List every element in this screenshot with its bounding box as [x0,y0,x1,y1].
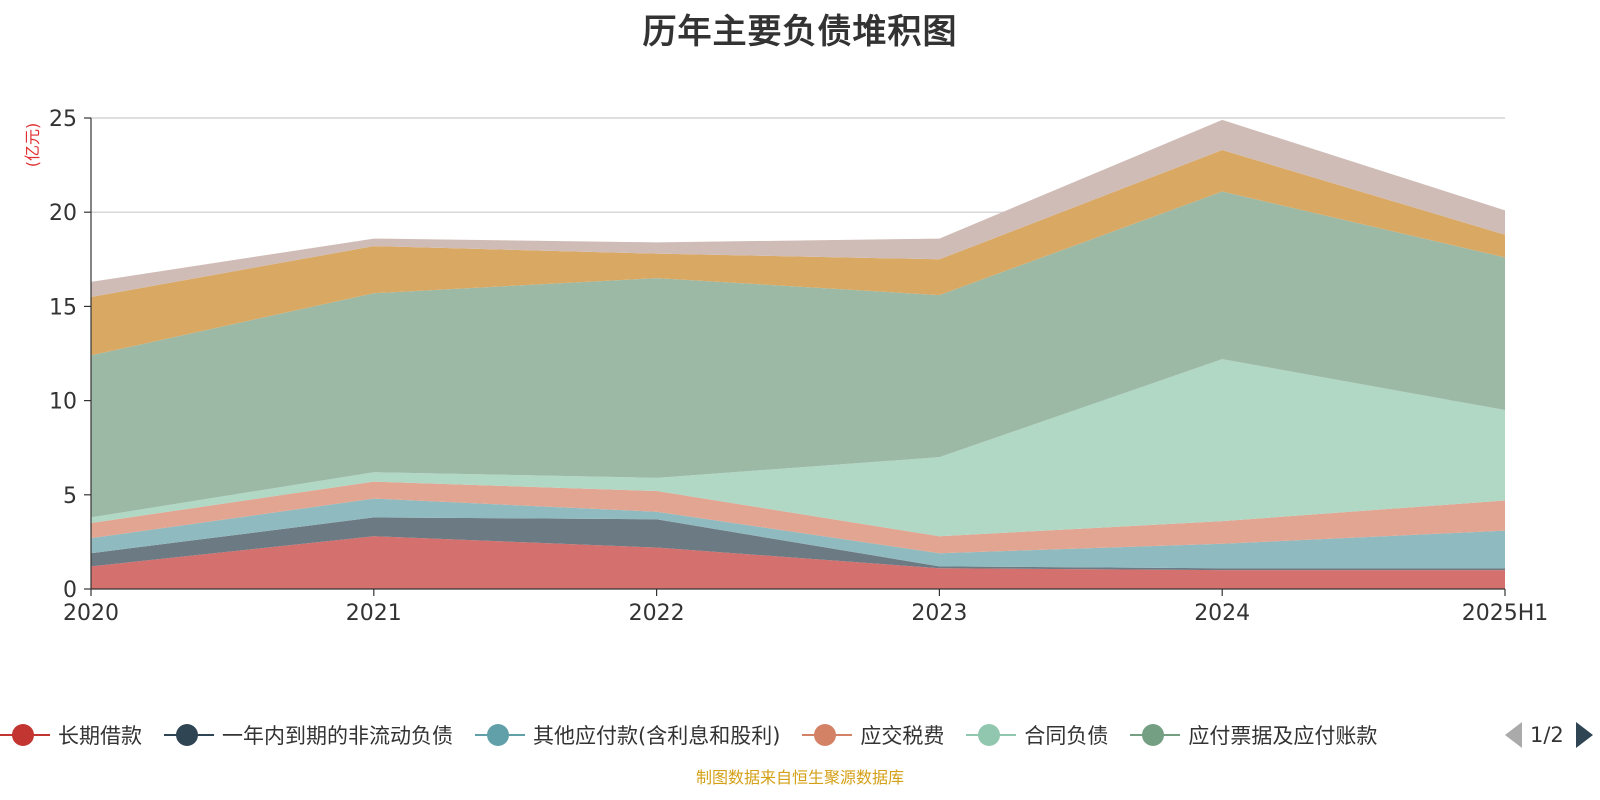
y-tick-label: 10 [49,390,77,415]
legend-label: 长期借款 [58,724,142,748]
area-series-1[interactable] [91,536,1505,589]
stacked-area-chart: 0 5 10 15 20 25 2020 2021 2022 2023 2024 2025H1 [49,107,1548,626]
legend-label: 其他应付款(含利息和股利) [533,724,781,748]
legend-items: 长期借款 一年内到期的非流动负债 其他应付款(含利息和股利) 应交税费 合同负债 应付票据… [0,718,1500,752]
area-series-layer [91,119,1505,589]
legend-marker-icon [0,722,50,748]
chart-title: 历年主要负债堆积图 [642,12,958,52]
legend-marker-icon [966,722,1017,748]
legend-page-indicator: 1/2 [1530,723,1564,747]
y-tick-label: 15 [49,295,77,320]
area-series-7[interactable] [91,150,1505,356]
legend-pager: 1/2 [1505,718,1593,752]
legend-marker-icon [475,722,525,748]
legend-item-2[interactable]: 一年内到期的非流动负债 [164,720,453,750]
legend-item-3[interactable]: 其他应付款(含利息和股利) [475,720,780,750]
legend-marker-icon [164,722,214,748]
legend-next-page-icon[interactable] [1575,722,1593,748]
x-tick-label: 2021 [346,601,402,626]
legend: 长期借款 一年内到期的非流动负债 其他应付款(含利息和股利) 应交税费 合同负债 应付票据… [0,718,1500,752]
legend-item-4[interactable]: 应交税费 [802,720,944,750]
legend-label: 应付票据及应付账款 [1188,724,1378,748]
area-series-2[interactable] [91,517,1505,571]
legend-item-6[interactable]: 应付票据及应付账款 [1130,720,1377,750]
legend-label: 应交税费 [860,724,945,748]
legend-item-1[interactable]: 长期借款 [0,720,142,750]
area-series-3[interactable] [91,498,1505,569]
area-series-6[interactable] [91,191,1505,518]
y-tick-label: 25 [49,107,77,132]
legend-prev-page-icon[interactable] [1505,722,1522,748]
area-series-8[interactable] [91,119,1505,297]
y-tick-label: 20 [49,201,77,226]
legend-marker-icon [1130,722,1181,748]
axes: 0 5 10 15 20 25 2020 2021 2022 2023 2024 2025H1 [49,107,1548,626]
legend-item-5[interactable]: 合同负债 [966,720,1108,750]
x-tick-label: 2025H1 [1462,601,1549,626]
source-note: 制图数据来自恒生聚源数据库 [695,768,904,787]
x-tick-label: 2023 [911,601,967,626]
x-tick-label: 2024 [1194,601,1250,626]
legend-label: 一年内到期的非流动负债 [222,724,453,748]
legend-marker-icon [802,722,853,748]
area-series-4[interactable] [91,481,1505,554]
area-series-5[interactable] [91,359,1505,537]
y-tick-label: 5 [63,484,77,509]
y-tick-label: 0 [63,578,77,603]
legend-label: 合同负债 [1024,724,1109,748]
x-tick-label: 2022 [629,601,685,626]
x-tick-label: 2020 [63,601,119,626]
